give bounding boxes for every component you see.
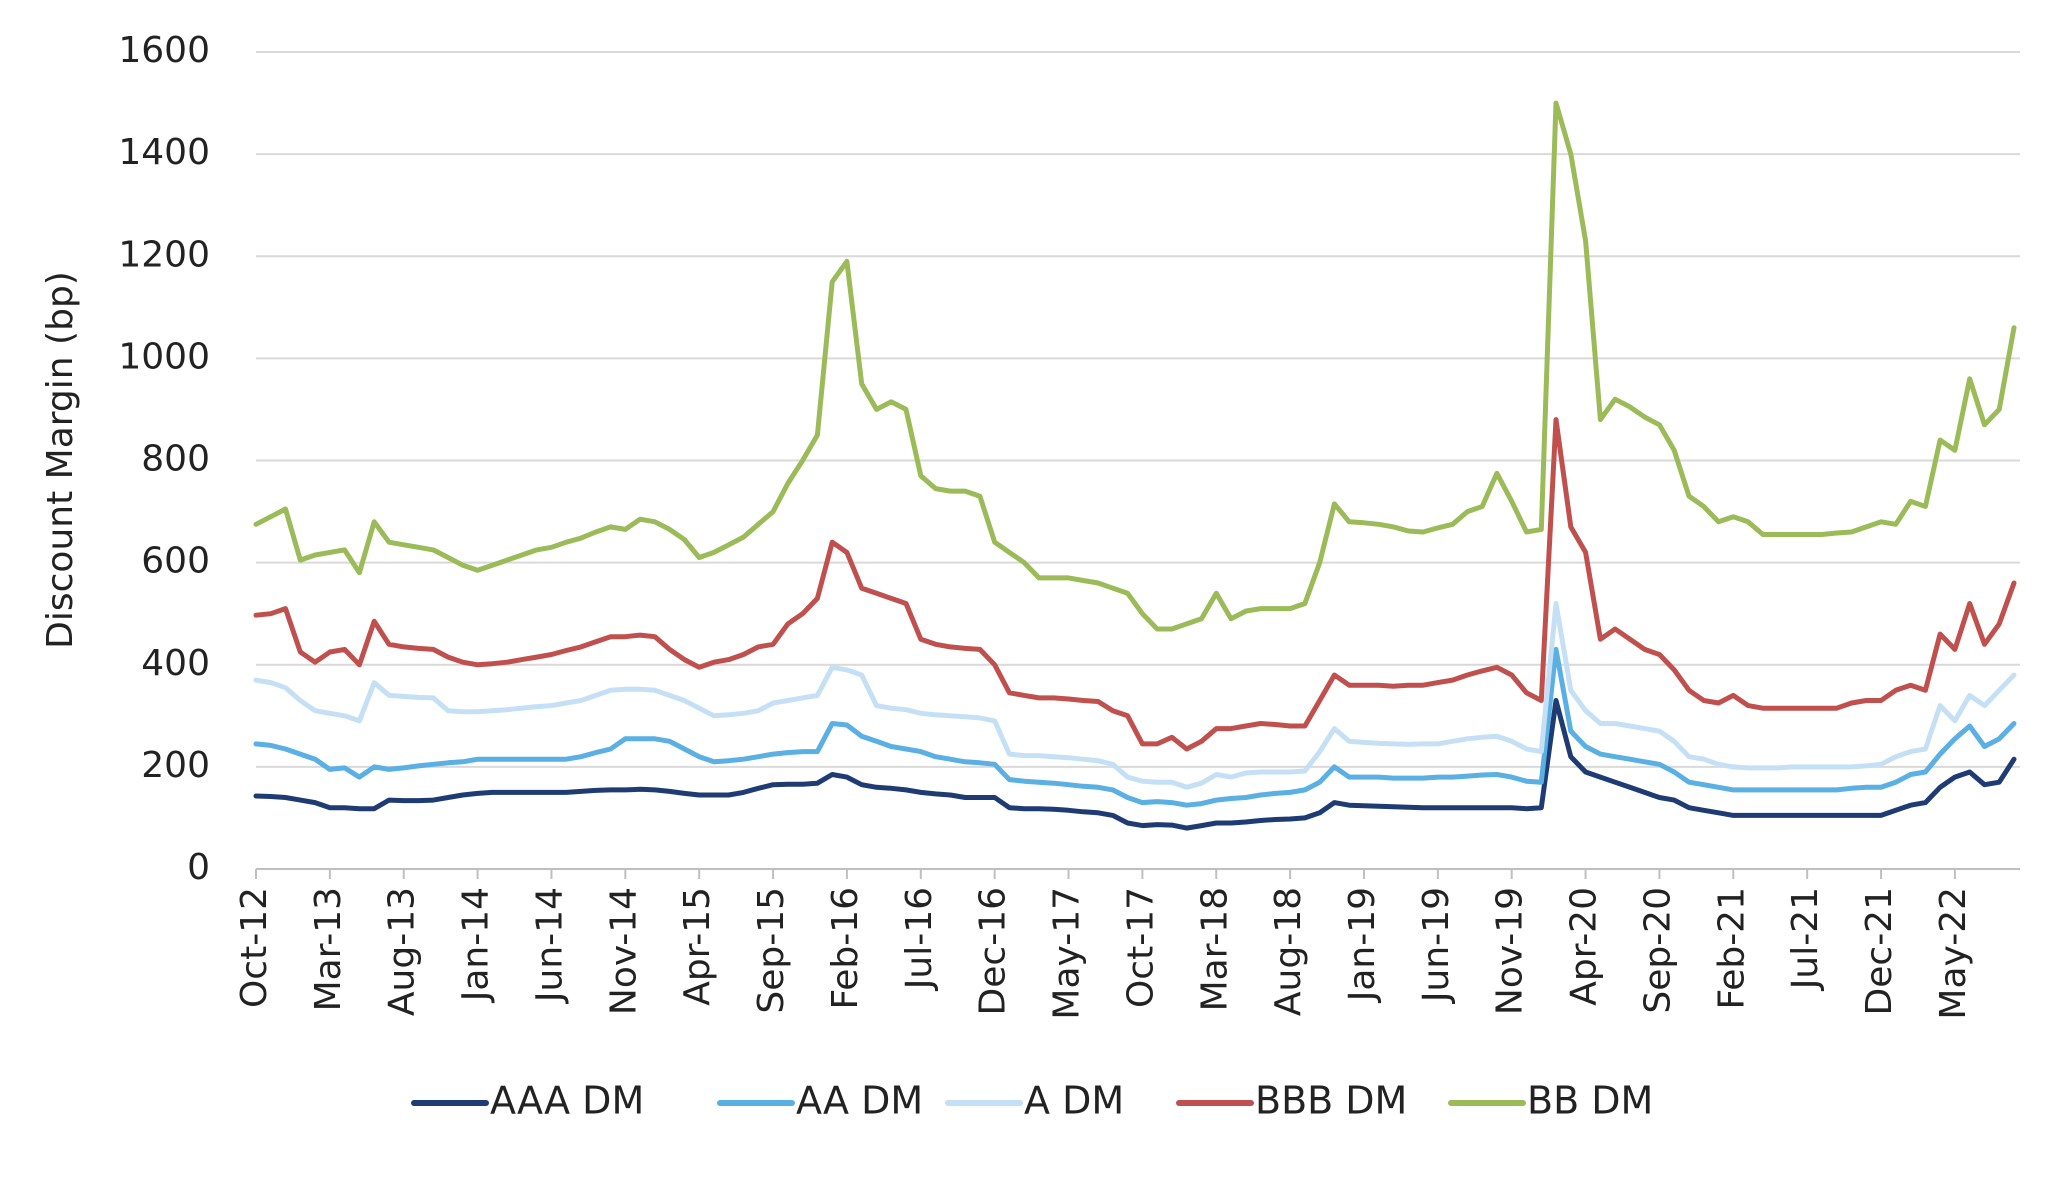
y-tick-label: 0 — [187, 847, 210, 888]
x-tick-label: Sep-20 — [1637, 887, 1678, 1014]
x-tick-label: Jun-14 — [529, 887, 570, 1004]
y-tick-label: 200 — [141, 745, 210, 786]
x-tick-label: Oct-17 — [1120, 887, 1161, 1008]
y-tick-label: 1000 — [118, 336, 210, 377]
x-tick-label: Jul-21 — [1785, 887, 1826, 991]
y-tick-label: 800 — [141, 439, 210, 480]
legend-label: BB DM — [1527, 1079, 1653, 1123]
y-tick-label: 1200 — [118, 234, 210, 275]
x-tick-label: Feb-16 — [825, 887, 866, 1010]
x-tick-label: Jan-14 — [456, 887, 497, 1003]
x-tick-label: Jan-19 — [1342, 887, 1383, 1003]
legend-label: AAA DM — [490, 1079, 644, 1123]
x-tick-label: Apr-15 — [677, 887, 718, 1006]
series-line — [253, 698, 2017, 831]
series-line — [253, 417, 2017, 752]
y-tick-label: 1600 — [118, 30, 210, 71]
x-tick-label: Nov-19 — [1490, 887, 1531, 1015]
x-tick-label: Aug-13 — [382, 887, 423, 1016]
x-tick-label: Oct-12 — [234, 887, 275, 1008]
legend-label: BBB DM — [1255, 1079, 1407, 1123]
y-tick-label: 1400 — [118, 132, 210, 173]
x-tick-label: Apr-20 — [1564, 887, 1605, 1006]
legend-label: AA DM — [796, 1079, 923, 1123]
series-line — [253, 100, 2017, 632]
x-tick-label: Feb-21 — [1711, 887, 1752, 1010]
series-line — [253, 601, 2017, 790]
x-tick-label: Jun-19 — [1416, 887, 1457, 1004]
x-tick-label: Dec-16 — [973, 887, 1014, 1015]
x-tick-label: May-17 — [1047, 887, 1088, 1020]
x-tick-label: Dec-21 — [1859, 887, 1900, 1015]
y-tick-label: 600 — [141, 541, 210, 582]
x-tick-label: Mar-18 — [1194, 887, 1235, 1011]
y-tick-label: 400 — [141, 643, 210, 684]
x-tick-label: Nov-14 — [603, 887, 644, 1015]
x-tick-label: Sep-15 — [751, 887, 792, 1014]
legend-label: A DM — [1024, 1079, 1124, 1123]
x-tick-label: May-22 — [1933, 887, 1974, 1020]
y-axis-title: Discount Margin (bp) — [40, 271, 81, 649]
x-tick-label: Jul-16 — [899, 887, 940, 991]
x-tick-label: Aug-18 — [1268, 887, 1309, 1016]
series-line — [253, 646, 2017, 808]
x-tick-label: Mar-13 — [308, 887, 349, 1011]
